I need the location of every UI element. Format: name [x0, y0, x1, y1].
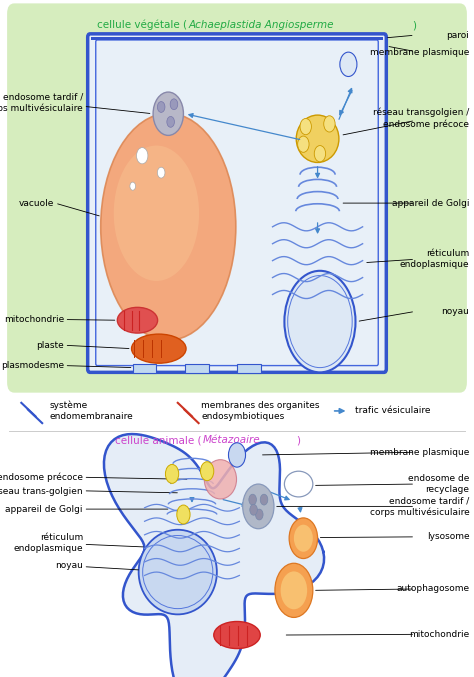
Text: réticulum
endoplasmique: réticulum endoplasmique [400, 249, 469, 269]
Circle shape [340, 52, 357, 77]
Polygon shape [104, 434, 324, 677]
Text: endosome de
recyclage: endosome de recyclage [408, 474, 469, 494]
Circle shape [300, 118, 311, 135]
Circle shape [153, 92, 183, 135]
Text: appareil de Golgi: appareil de Golgi [5, 504, 83, 514]
Text: autophagosome: autophagosome [396, 584, 469, 594]
Circle shape [255, 509, 263, 520]
Text: cellule végétale (: cellule végétale ( [97, 20, 187, 30]
Circle shape [324, 116, 335, 132]
Bar [185, 364, 209, 373]
Text: mitochondrie: mitochondrie [409, 630, 469, 639]
Text: lysosome: lysosome [427, 532, 469, 542]
Text: système
endomembranaire: système endomembranaire [50, 401, 134, 421]
Circle shape [294, 525, 313, 552]
Circle shape [289, 518, 318, 559]
Text: appareil de Golgi: appareil de Golgi [392, 198, 469, 208]
Text: paroi: paroi [447, 30, 469, 40]
Circle shape [137, 148, 148, 164]
Ellipse shape [100, 113, 236, 340]
Text: réseau transgolgien /
endosome précoce: réseau transgolgien / endosome précoce [373, 108, 469, 129]
Ellipse shape [117, 307, 157, 333]
Circle shape [167, 116, 174, 127]
Text: réseau trans-golgien: réseau trans-golgien [0, 486, 83, 496]
Circle shape [243, 484, 274, 529]
Text: plasmodesme: plasmodesme [1, 361, 64, 370]
Text: endosome tardif /
corps multivésiculaire: endosome tardif / corps multivésiculaire [370, 496, 469, 517]
Ellipse shape [114, 146, 199, 281]
Circle shape [298, 136, 309, 152]
Ellipse shape [214, 621, 260, 649]
Text: noyau: noyau [441, 307, 469, 316]
Text: membrane plasmique: membrane plasmique [370, 447, 469, 457]
Circle shape [157, 167, 165, 178]
Ellipse shape [138, 529, 217, 615]
Circle shape [228, 443, 246, 467]
Text: cellule animale (: cellule animale ( [115, 435, 201, 445]
Circle shape [275, 563, 313, 617]
Ellipse shape [284, 471, 313, 497]
Text: membranes des organites
endosymbiotiques: membranes des organites endosymbiotiques [201, 401, 320, 421]
Text: plaste: plaste [36, 341, 64, 350]
Circle shape [281, 571, 307, 609]
Circle shape [177, 505, 190, 524]
Circle shape [314, 146, 326, 162]
Bar [133, 364, 156, 373]
Text: noyau: noyau [55, 561, 83, 570]
Bar [237, 364, 261, 373]
Text: ): ) [412, 20, 416, 30]
Circle shape [130, 182, 136, 190]
Circle shape [284, 271, 356, 372]
Circle shape [250, 504, 257, 515]
Circle shape [157, 102, 165, 112]
FancyBboxPatch shape [88, 34, 386, 372]
Circle shape [260, 494, 268, 505]
Text: endosome précoce: endosome précoce [0, 473, 83, 482]
Ellipse shape [132, 334, 186, 363]
Text: endosome tardif /
corps multivésiculaire: endosome tardif / corps multivésiculaire [0, 93, 83, 113]
Text: réticulum
endoplasmique: réticulum endoplasmique [13, 533, 83, 553]
Text: membrane plasmique: membrane plasmique [370, 48, 469, 58]
Text: mitochondrie: mitochondrie [4, 315, 64, 324]
Text: vacuole: vacuole [19, 198, 55, 208]
Bar [91, 37, 383, 40]
Text: ): ) [296, 435, 300, 445]
Ellipse shape [204, 460, 237, 499]
Text: Métazoaire: Métazoaire [203, 435, 261, 445]
Text: Achaeplastida Angiosperme: Achaeplastida Angiosperme [189, 20, 334, 30]
Text: trafic vésiculaire: trafic vésiculaire [355, 406, 430, 416]
Ellipse shape [296, 115, 339, 162]
Circle shape [170, 99, 178, 110]
Circle shape [201, 462, 214, 481]
FancyBboxPatch shape [7, 3, 467, 393]
Circle shape [165, 464, 179, 483]
Circle shape [249, 494, 256, 505]
